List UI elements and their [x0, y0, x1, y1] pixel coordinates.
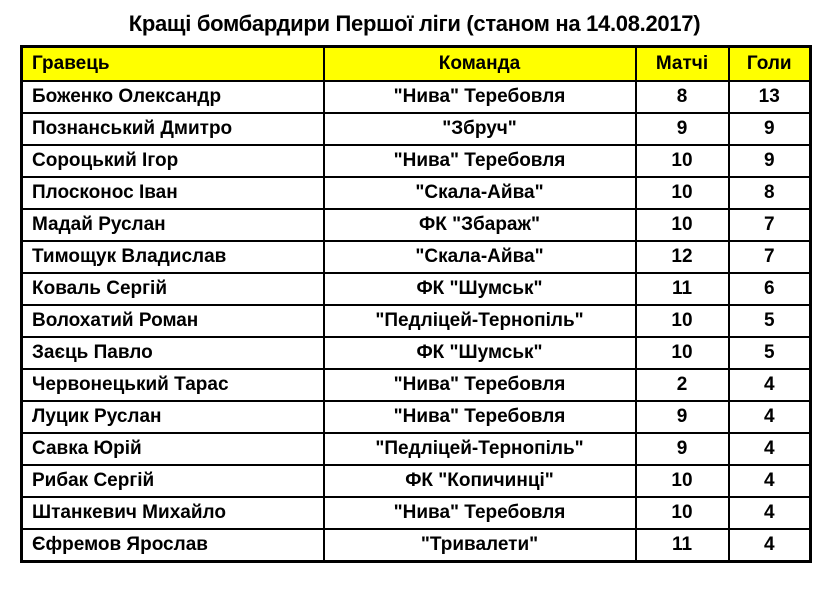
- player-cell: Боженко Олександр: [20, 80, 325, 114]
- table-row: Познанський Дмитро "Збруч" 9 9: [20, 112, 812, 146]
- matches-cell: 9: [634, 432, 730, 466]
- goals-cell: 9: [727, 112, 812, 146]
- player-cell: Савка Юрій: [20, 432, 325, 466]
- player-cell: Луцик Руслан: [20, 400, 325, 434]
- goals-cell: 9: [727, 144, 812, 178]
- player-cell: Червонецький Тарас: [20, 368, 325, 402]
- header-goals: Голи: [727, 45, 812, 82]
- matches-cell: 10: [634, 336, 730, 370]
- header-row: Гравець Команда Матчі Голи: [20, 45, 812, 82]
- matches-cell: 10: [634, 144, 730, 178]
- header-team: Команда: [322, 45, 637, 82]
- team-cell: "Скала-Айва": [322, 240, 637, 274]
- goals-cell: 5: [727, 304, 812, 338]
- table-row: Тимощук Владислав "Скала-Айва" 12 7: [20, 240, 812, 274]
- goals-cell: 4: [727, 496, 812, 530]
- team-cell: ФК "Шумськ": [322, 272, 637, 306]
- table-row: Боженко Олександр "Нива" Теребовля 8 13: [20, 80, 812, 114]
- table-row: Луцик Руслан "Нива" Теребовля 9 4: [20, 400, 812, 434]
- player-cell: Познанський Дмитро: [20, 112, 325, 146]
- table-row: Заєць Павло ФК "Шумськ" 10 5: [20, 336, 812, 370]
- goals-cell: 4: [727, 528, 812, 563]
- matches-cell: 9: [634, 400, 730, 434]
- matches-cell: 10: [634, 304, 730, 338]
- table-row: Штанкевич Михайло "Нива" Теребовля 10 4: [20, 496, 812, 530]
- goals-cell: 4: [727, 432, 812, 466]
- matches-cell: 8: [634, 80, 730, 114]
- goals-cell: 13: [727, 80, 812, 114]
- goals-cell: 5: [727, 336, 812, 370]
- matches-cell: 11: [634, 528, 730, 563]
- player-cell: Мадай Руслан: [20, 208, 325, 242]
- player-cell: Коваль Сергій: [20, 272, 325, 306]
- goals-cell: 4: [727, 464, 812, 498]
- matches-cell: 10: [634, 464, 730, 498]
- table-row: Волохатий Роман "Педліцей-Тернопіль" 10 …: [20, 304, 812, 338]
- goals-cell: 8: [727, 176, 812, 210]
- team-cell: "Нива" Теребовля: [322, 80, 637, 114]
- matches-cell: 11: [634, 272, 730, 306]
- table-row: Рибак Сергій ФК "Копичинці" 10 4: [20, 464, 812, 498]
- team-cell: "Нива" Теребовля: [322, 400, 637, 434]
- table-row: Мадай Руслан ФК "Збараж" 10 7: [20, 208, 812, 242]
- player-cell: Штанкевич Михайло: [20, 496, 325, 530]
- team-cell: "Нива" Теребовля: [322, 144, 637, 178]
- matches-cell: 10: [634, 176, 730, 210]
- table-row: Савка Юрій "Педліцей-Тернопіль" 9 4: [20, 432, 812, 466]
- matches-cell: 12: [634, 240, 730, 274]
- page-title: Кращі бомбардири Першої ліги (станом на …: [128, 11, 701, 36]
- player-cell: Сороцький Ігор: [20, 144, 325, 178]
- table-row: Сороцький Ігор "Нива" Теребовля 10 9: [20, 144, 812, 178]
- team-cell: "Педліцей-Тернопіль": [322, 432, 637, 466]
- player-cell: Заєць Павло: [20, 336, 325, 370]
- player-cell: Єфремов Ярослав: [20, 528, 325, 563]
- table-row: Плосконос Іван "Скала-Айва" 10 8: [20, 176, 812, 210]
- matches-cell: 10: [634, 208, 730, 242]
- matches-cell: 2: [634, 368, 730, 402]
- header-player: Гравець: [20, 45, 325, 82]
- matches-cell: 9: [634, 112, 730, 146]
- table-row: Коваль Сергій ФК "Шумськ" 11 6: [20, 272, 812, 306]
- header-matches: Матчі: [634, 45, 730, 82]
- team-cell: "Збруч": [322, 112, 637, 146]
- goals-cell: 7: [727, 208, 812, 242]
- team-cell: ФК "Шумськ": [322, 336, 637, 370]
- goals-cell: 7: [727, 240, 812, 274]
- player-cell: Плосконос Іван: [20, 176, 325, 210]
- team-cell: "Скала-Айва": [322, 176, 637, 210]
- player-cell: Рибак Сергій: [20, 464, 325, 498]
- table-row: Червонецький Тарас "Нива" Теребовля 2 4: [20, 368, 812, 402]
- player-cell: Волохатий Роман: [20, 304, 325, 338]
- team-cell: "Педліцей-Тернопіль": [322, 304, 637, 338]
- goals-cell: 4: [727, 368, 812, 402]
- team-cell: "Тривалети": [322, 528, 637, 563]
- goals-cell: 6: [727, 272, 812, 306]
- player-cell: Тимощук Владислав: [20, 240, 325, 274]
- team-cell: "Нива" Теребовля: [322, 368, 637, 402]
- top-scorers-table: Гравець Команда Матчі Голи Боженко Олекс…: [20, 45, 812, 563]
- team-cell: "Нива" Теребовля: [322, 496, 637, 530]
- team-cell: ФК "Копичинці": [322, 464, 637, 498]
- table-row: Єфремов Ярослав "Тривалети" 11 4: [20, 528, 812, 563]
- team-cell: ФК "Збараж": [322, 208, 637, 242]
- matches-cell: 10: [634, 496, 730, 530]
- goals-cell: 4: [727, 400, 812, 434]
